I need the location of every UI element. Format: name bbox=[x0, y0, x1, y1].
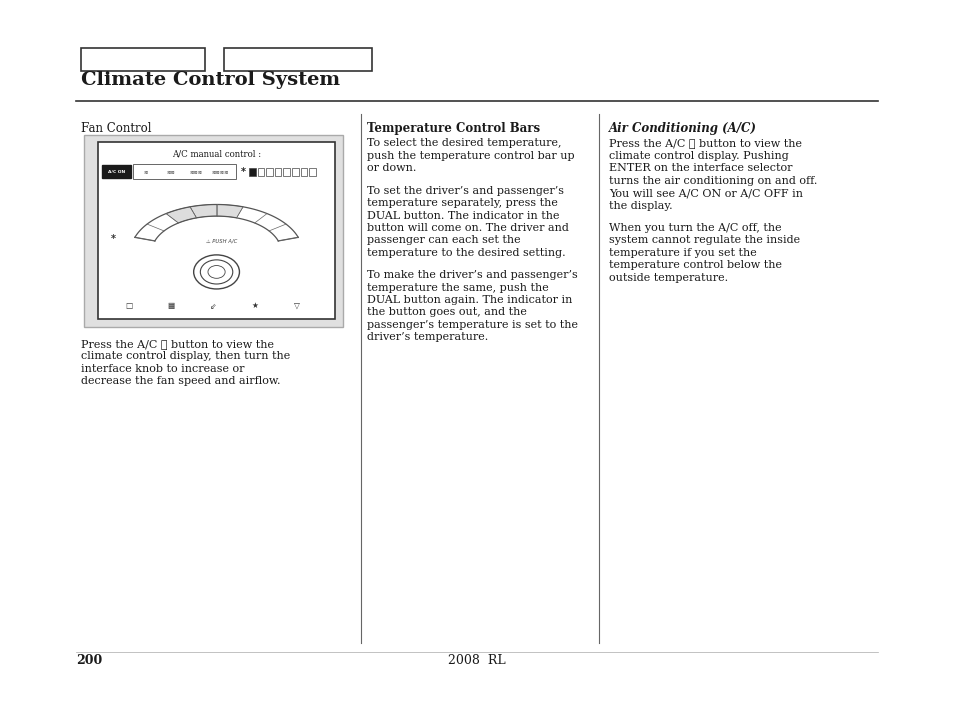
Text: Press the A/C ★ button to view the: Press the A/C ★ button to view the bbox=[608, 138, 801, 148]
Text: A/C ON: A/C ON bbox=[108, 170, 125, 174]
Polygon shape bbox=[166, 207, 196, 223]
Text: ⚠ PUSH A/C: ⚠ PUSH A/C bbox=[206, 239, 236, 244]
Bar bbox=[132, 164, 235, 179]
Text: turns the air conditioning on and off.: turns the air conditioning on and off. bbox=[608, 175, 816, 186]
Text: temperature the same, push the: temperature the same, push the bbox=[367, 283, 549, 293]
Text: the display.: the display. bbox=[608, 200, 672, 211]
Text: Temperature Control Bars: Temperature Control Bars bbox=[367, 122, 539, 135]
Text: ENTER on the interface selector: ENTER on the interface selector bbox=[608, 163, 791, 173]
Circle shape bbox=[200, 260, 233, 284]
Bar bbox=[309, 168, 315, 176]
Text: □: □ bbox=[125, 301, 132, 310]
Bar bbox=[224, 48, 372, 71]
Text: the button goes out, and the: the button goes out, and the bbox=[367, 307, 527, 317]
Text: climate control display, then turn the: climate control display, then turn the bbox=[81, 351, 290, 361]
Text: ≋≋≋≋: ≋≋≋≋ bbox=[212, 169, 229, 175]
Text: *: * bbox=[111, 234, 116, 244]
Text: outside temperature.: outside temperature. bbox=[608, 273, 727, 283]
Bar bbox=[266, 168, 273, 176]
Text: push the temperature control bar up: push the temperature control bar up bbox=[367, 151, 575, 161]
Bar bbox=[98, 142, 335, 320]
Text: You will see A/C ON or A/C OFF in: You will see A/C ON or A/C OFF in bbox=[608, 188, 801, 198]
Text: ≋: ≋ bbox=[144, 169, 148, 175]
Text: ≋≋: ≋≋ bbox=[166, 169, 175, 175]
Text: When you turn the A/C off, the: When you turn the A/C off, the bbox=[608, 223, 781, 233]
Text: decrease the fan speed and airflow.: decrease the fan speed and airflow. bbox=[81, 376, 280, 386]
Text: Fan Control: Fan Control bbox=[81, 122, 152, 135]
Bar bbox=[274, 168, 281, 176]
Text: 2008  RL: 2008 RL bbox=[448, 655, 505, 667]
Bar bbox=[283, 168, 290, 176]
Bar bbox=[249, 168, 255, 176]
Text: DUAL button again. The indicator in: DUAL button again. The indicator in bbox=[367, 295, 572, 305]
Text: temperature to the desired setting.: temperature to the desired setting. bbox=[367, 248, 565, 258]
Text: DUAL button. The indicator in the: DUAL button. The indicator in the bbox=[367, 210, 559, 221]
Bar bbox=[292, 168, 298, 176]
Text: temperature control below the: temperature control below the bbox=[608, 260, 781, 271]
Text: temperature separately, press the: temperature separately, press the bbox=[367, 198, 558, 208]
Text: driver’s temperature.: driver’s temperature. bbox=[367, 332, 488, 342]
Text: climate control display. Pushing: climate control display. Pushing bbox=[608, 151, 787, 161]
Text: or down.: or down. bbox=[367, 163, 416, 173]
Text: temperature if you set the: temperature if you set the bbox=[608, 248, 756, 258]
Text: ▽: ▽ bbox=[294, 301, 299, 310]
Bar bbox=[257, 168, 264, 176]
Text: *: * bbox=[240, 167, 246, 177]
Text: ⇙: ⇙ bbox=[210, 301, 215, 310]
Bar bbox=[300, 168, 307, 176]
Bar bbox=[102, 165, 131, 178]
Text: To select the desired temperature,: To select the desired temperature, bbox=[367, 138, 561, 148]
Text: 200: 200 bbox=[76, 655, 103, 667]
Circle shape bbox=[193, 255, 239, 289]
Text: ≋≋≋: ≋≋≋ bbox=[189, 169, 202, 175]
Text: Climate Control System: Climate Control System bbox=[81, 71, 340, 89]
Bar bbox=[84, 135, 343, 327]
Text: ▦: ▦ bbox=[167, 301, 174, 310]
Text: passenger can each set the: passenger can each set the bbox=[367, 235, 520, 246]
Text: To make the driver’s and passenger’s: To make the driver’s and passenger’s bbox=[367, 270, 578, 280]
Text: Air Conditioning (A/C): Air Conditioning (A/C) bbox=[608, 122, 756, 135]
Circle shape bbox=[208, 266, 225, 278]
Bar bbox=[81, 48, 205, 71]
Text: To set the driver’s and passenger’s: To set the driver’s and passenger’s bbox=[367, 185, 563, 196]
Polygon shape bbox=[216, 204, 243, 218]
Text: passenger’s temperature is set to the: passenger’s temperature is set to the bbox=[367, 320, 578, 330]
Text: A/C manual control :: A/C manual control : bbox=[172, 149, 261, 158]
Text: interface knob to increase or: interface knob to increase or bbox=[81, 364, 244, 373]
Text: button will come on. The driver and: button will come on. The driver and bbox=[367, 223, 569, 233]
Text: system cannot regulate the inside: system cannot regulate the inside bbox=[608, 235, 799, 246]
Text: Press the A/C ★ button to view the: Press the A/C ★ button to view the bbox=[81, 339, 274, 349]
Polygon shape bbox=[190, 204, 216, 218]
Text: ★: ★ bbox=[251, 301, 258, 310]
